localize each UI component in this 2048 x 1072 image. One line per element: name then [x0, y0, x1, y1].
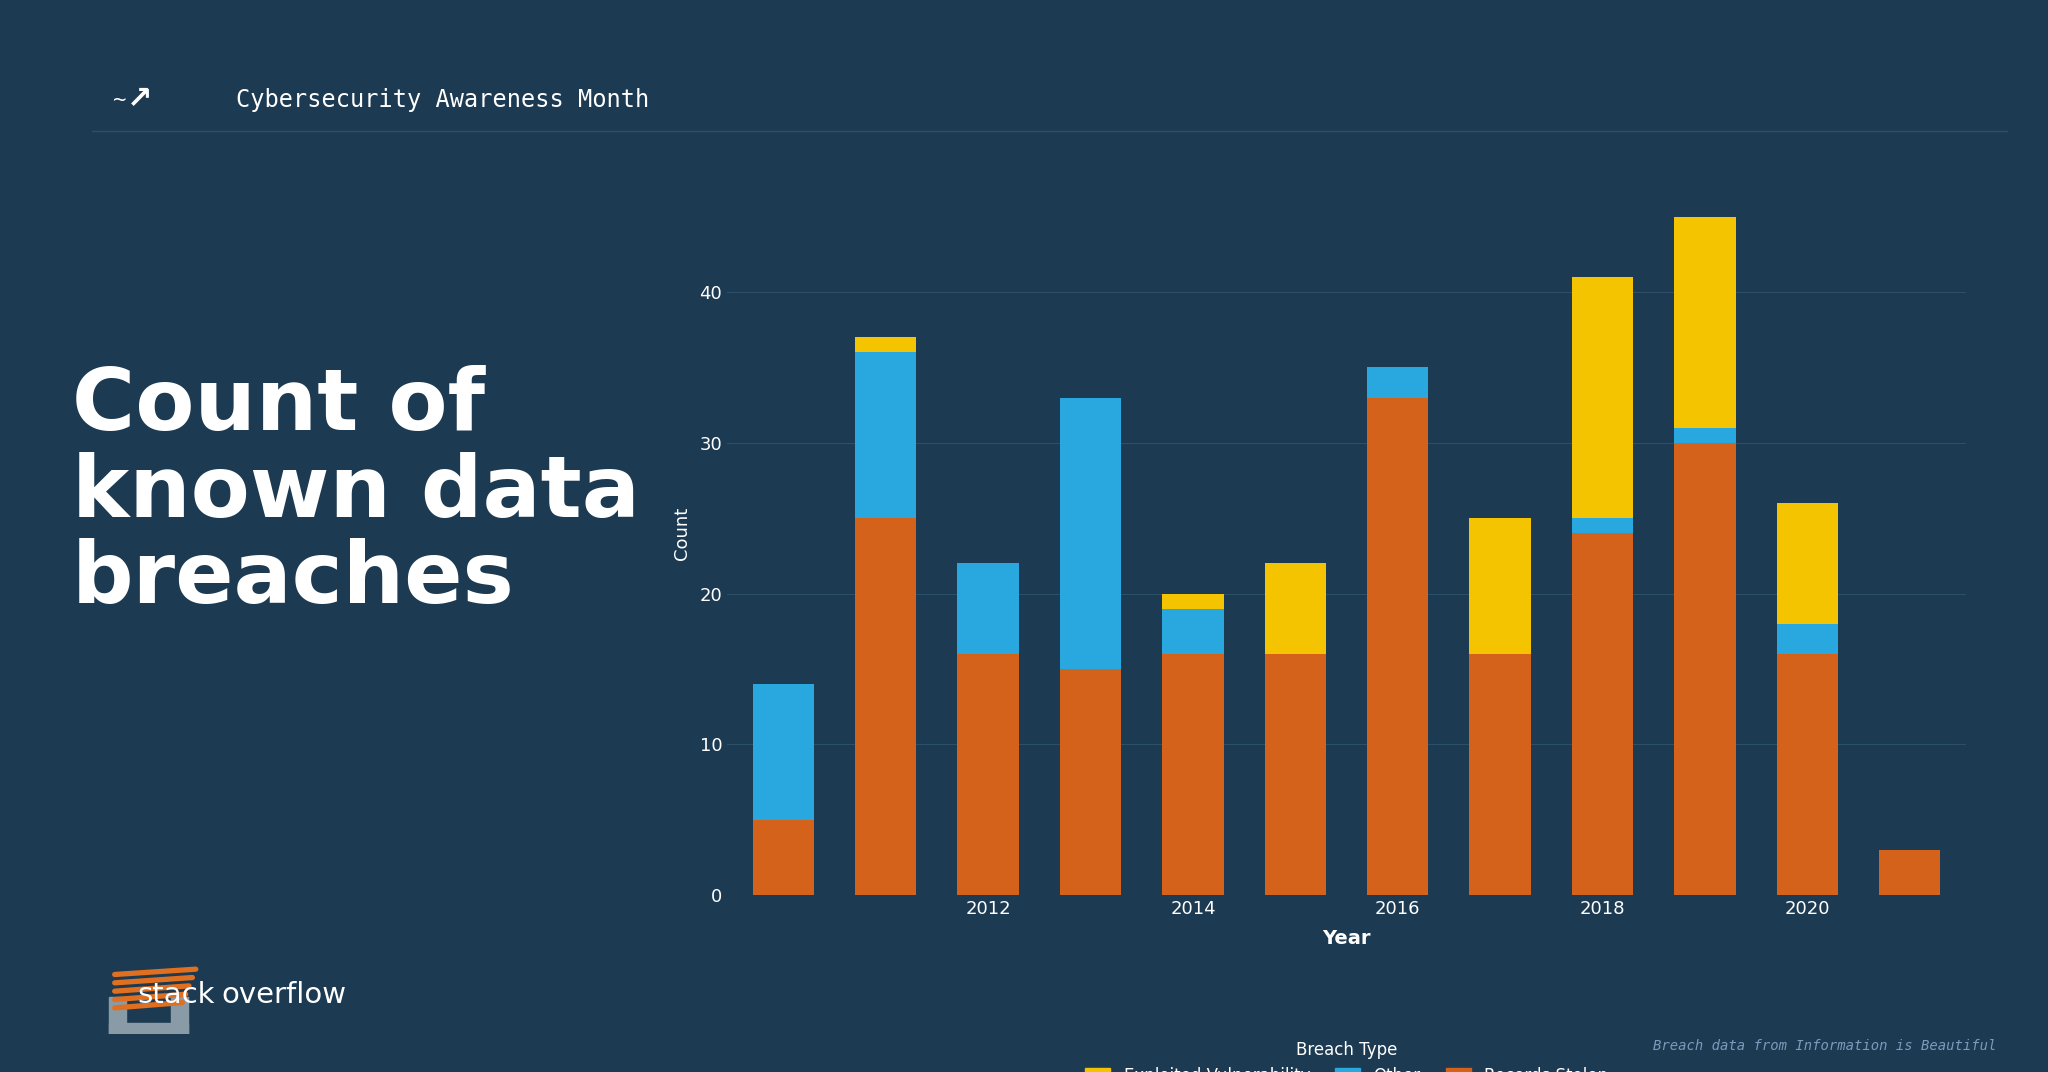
Bar	[1366, 368, 1427, 398]
Bar	[109, 1023, 188, 1034]
Bar	[1571, 277, 1632, 518]
Bar	[1264, 564, 1327, 654]
Bar	[854, 518, 915, 895]
Bar	[1161, 654, 1223, 895]
Bar	[956, 654, 1018, 895]
Text: ~: ~	[113, 90, 127, 109]
Text: Count of
known data
breaches: Count of known data breaches	[72, 366, 639, 621]
Bar	[752, 684, 813, 820]
Bar	[854, 353, 915, 518]
Text: stack: stack	[137, 981, 215, 1009]
X-axis label: Year: Year	[1323, 929, 1370, 948]
Text: overflow: overflow	[221, 981, 346, 1009]
Bar	[1571, 518, 1632, 533]
Bar	[1571, 533, 1632, 895]
Bar	[1776, 503, 1837, 624]
Text: Breach data from Information is Beautiful: Breach data from Information is Beautifu…	[1653, 1039, 1997, 1053]
Bar	[1673, 443, 1735, 895]
Text: Cybersecurity Awareness Month: Cybersecurity Awareness Month	[236, 88, 649, 111]
Bar	[109, 997, 127, 1034]
Bar	[1264, 654, 1327, 895]
Legend: Exploited Vulnerability, Other, Records Stolen: Exploited Vulnerability, Other, Records …	[1085, 1041, 1608, 1072]
Bar	[956, 564, 1018, 654]
Bar	[1161, 594, 1223, 609]
Bar	[172, 997, 188, 1034]
Bar	[752, 820, 813, 895]
Bar	[1776, 624, 1837, 654]
Bar	[1366, 398, 1427, 895]
Bar	[854, 338, 915, 353]
Bar	[1468, 654, 1530, 895]
Y-axis label: Count: Count	[674, 507, 690, 560]
Bar	[1878, 850, 1939, 895]
Bar	[1673, 217, 1735, 428]
Bar	[1061, 398, 1122, 669]
Text: ↗: ↗	[127, 85, 152, 115]
Bar	[1061, 669, 1122, 895]
Bar	[1673, 428, 1735, 443]
Bar	[1468, 518, 1530, 654]
Bar	[1776, 654, 1837, 895]
Bar	[1161, 609, 1223, 654]
